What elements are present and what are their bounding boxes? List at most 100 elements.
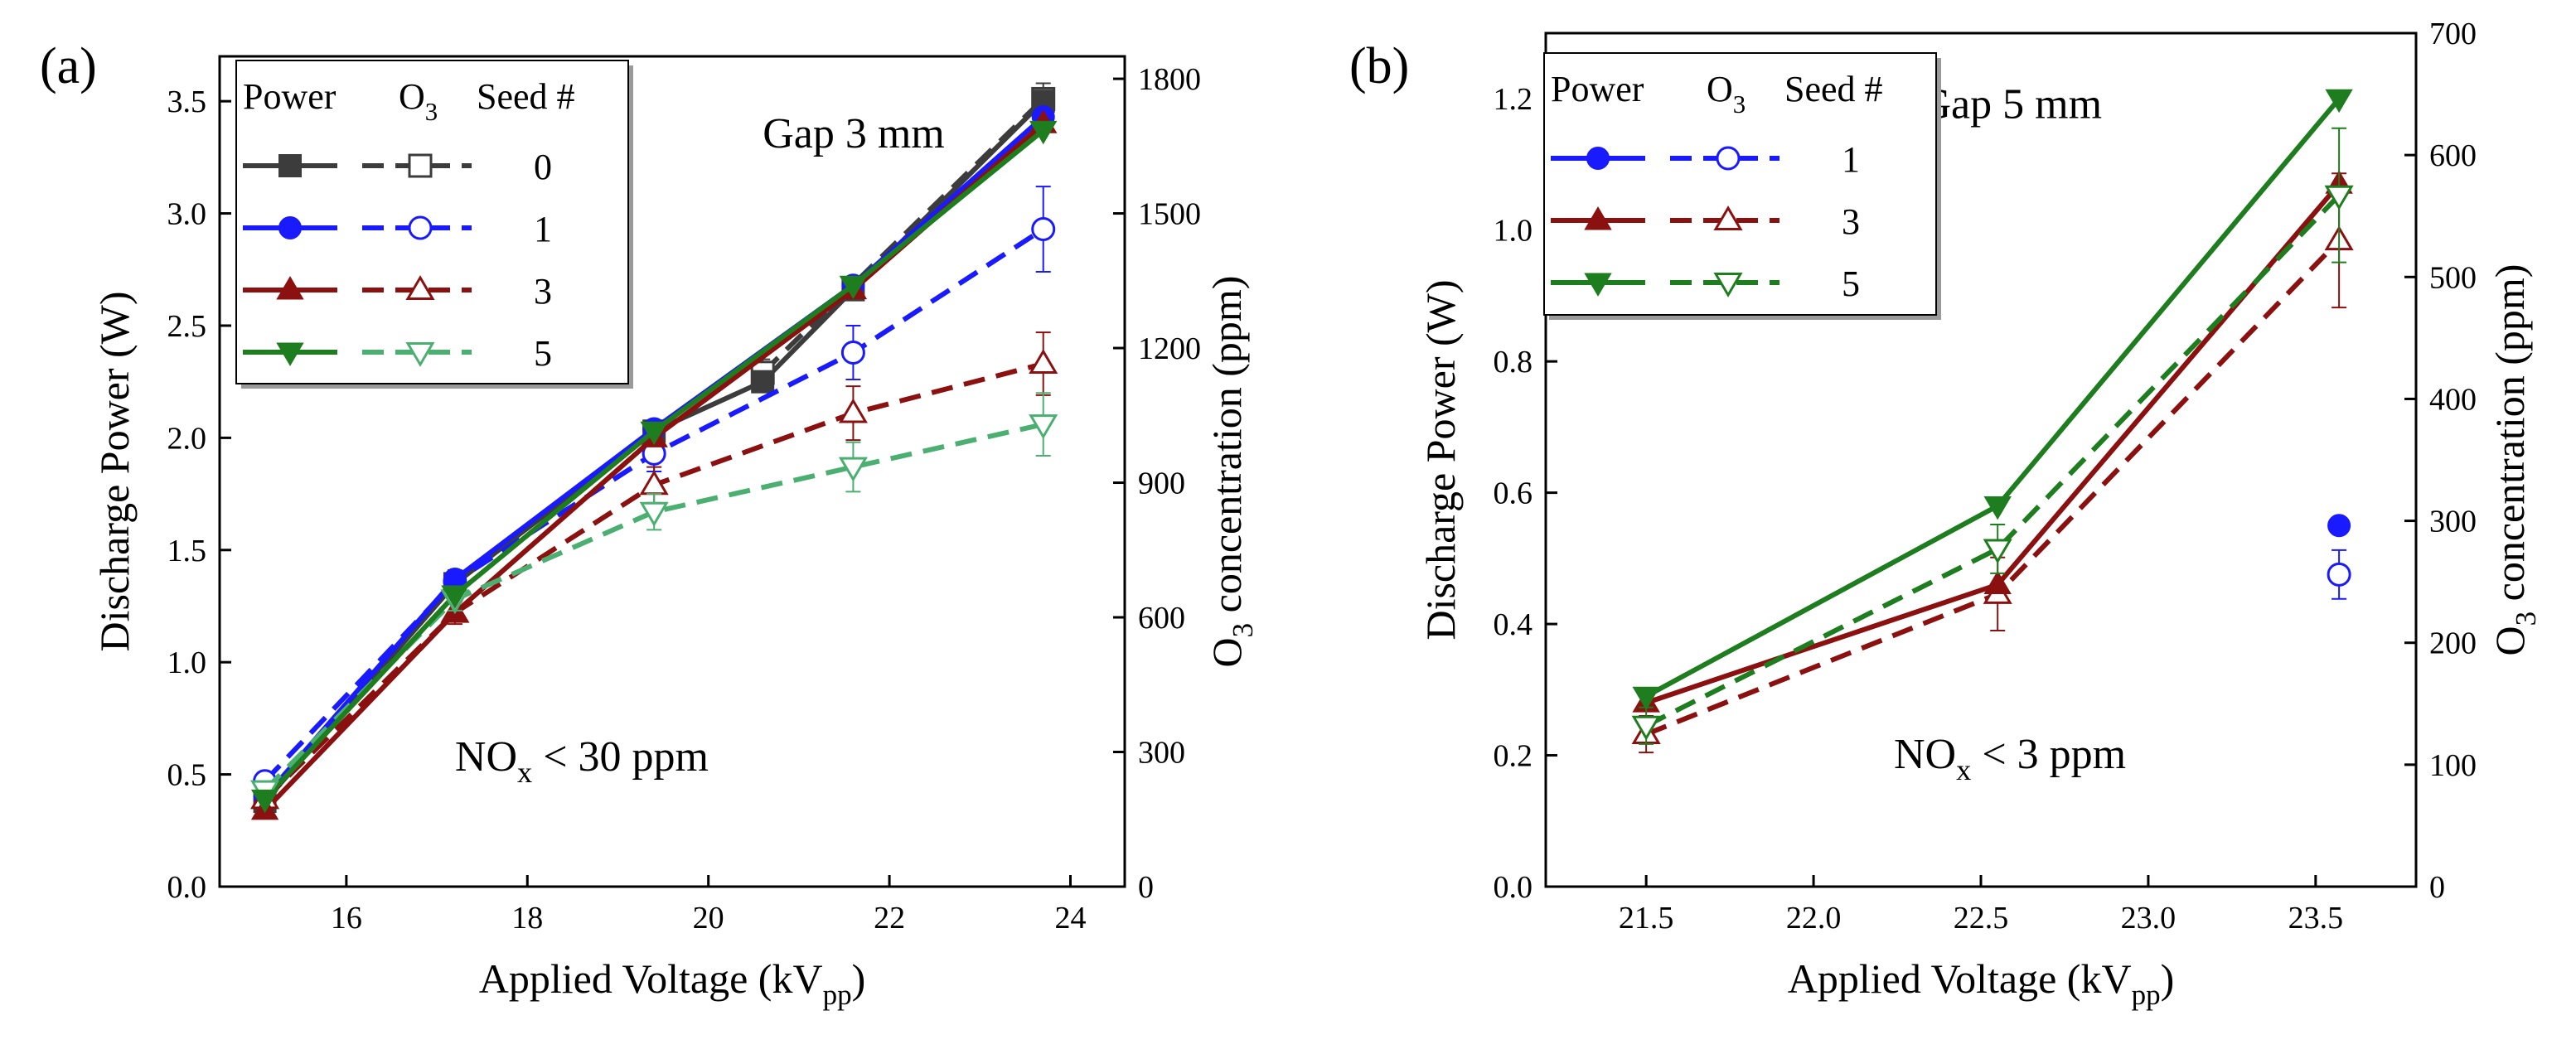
- x-axis-label: Applied Voltage (kVpp): [479, 955, 865, 1011]
- o3-point: [1029, 349, 1058, 374]
- x-axis-label-sub: pp: [823, 979, 852, 1011]
- y-tick-label: 3.0: [167, 197, 207, 232]
- y2-tick-label: 0: [2429, 870, 2445, 905]
- o3-point: [838, 398, 868, 423]
- legend-row-seed-1: 1: [243, 209, 552, 249]
- o3-point: [1631, 715, 1661, 741]
- y2-tick-label: 900: [1138, 467, 1185, 501]
- x-tick-label: 23.5: [2288, 901, 2344, 936]
- legend-header-o3: O3: [1707, 69, 1746, 118]
- power-point: [1983, 570, 2012, 595]
- y-tick-label: 0.2: [1494, 739, 1533, 774]
- power-point: [640, 421, 668, 446]
- legend-header-o3-base: O: [399, 76, 425, 117]
- x-tick-label: 21.5: [1619, 901, 1674, 936]
- y2-tick-label: 300: [2429, 505, 2477, 539]
- legend-header-power: Power: [1551, 69, 1644, 109]
- y-tick-label: 0.8: [1494, 345, 1533, 380]
- power-point: [2325, 89, 2353, 114]
- legend-box: [235, 60, 629, 384]
- legend-o3-marker: [405, 342, 435, 367]
- y-tick-label: 1.5: [167, 534, 207, 568]
- legend-power-marker: [276, 342, 304, 366]
- legend-power-marker: [278, 154, 302, 177]
- power-point: [751, 370, 775, 394]
- x-tick-label: 22.5: [1954, 901, 2009, 936]
- legend-seed-label: 5: [534, 333, 552, 374]
- y2-axis-label-base: O: [2486, 626, 2533, 655]
- y-tick-label: 0.0: [1494, 870, 1533, 905]
- gap-annotation: Gap 3 mm: [763, 110, 945, 157]
- o3-point: [1029, 414, 1058, 440]
- y-axis-label: Discharge Power (W): [1417, 279, 1464, 640]
- legend-row-seed-1: 1: [1551, 139, 1860, 180]
- legend-power-marker: [1584, 273, 1612, 297]
- y2-tick-label: 600: [2429, 138, 2477, 173]
- nox-annotation-sub: x: [517, 756, 532, 789]
- y-tick-label: 2.5: [167, 309, 207, 344]
- y2-axis-label-base: O: [1203, 637, 1250, 667]
- o3-point: [1983, 539, 2012, 564]
- o3-point: [1031, 217, 1056, 242]
- y2-tick-label: 700: [2429, 17, 2477, 51]
- legend: Power O3 Seed # 1 3 5: [1543, 52, 1941, 320]
- y2-axis-label-rest: concentration (ppm): [1203, 276, 1250, 623]
- legend-o3-marker: [1716, 146, 1741, 171]
- legend-o3-marker: [1713, 273, 1743, 297]
- x-tick-label: 16: [331, 901, 362, 936]
- y2-tick-label: 1500: [1138, 197, 1201, 232]
- y2-axis-label: O3 concentration (ppm): [2486, 264, 2542, 656]
- x-axis-label-close: ): [852, 955, 866, 1002]
- x-tick-label: 22.0: [1786, 901, 1842, 936]
- o3-point: [838, 457, 868, 482]
- series-seed-5: [1631, 89, 2354, 745]
- power-point: [441, 585, 469, 609]
- chart-panel-a: 16 18 20 22 24 0.0 0.5 1.0 1.5 2.0 2.5 3.0 3.5 0 300 60…: [91, 55, 1259, 1011]
- y-tick-label: 3.5: [167, 85, 207, 119]
- legend-header-power: Power: [243, 76, 337, 117]
- legend-seed-label: 1: [1842, 139, 1860, 180]
- y2-tick-label: 1200: [1138, 331, 1201, 366]
- legend-power-marker: [276, 276, 304, 300]
- x-axis-label-base: Applied Voltage (kV: [479, 955, 823, 1002]
- legend-header-o3-sub: 3: [1733, 90, 1746, 118]
- y-tick-label: 1.2: [1494, 82, 1533, 117]
- legend-header-o3: O3: [399, 76, 438, 126]
- legend-o3-marker: [408, 215, 433, 240]
- x-axis-label-base: Applied Voltage (kV: [1788, 955, 2132, 1002]
- y2-axis-label-sub: 3: [1227, 623, 1259, 638]
- series-seed-1: [2327, 514, 2351, 600]
- y2-axis-label-sub: 3: [2510, 612, 2542, 626]
- y-tick-label: 0.4: [1494, 607, 1533, 642]
- nox-annotation-base: NO: [455, 733, 517, 781]
- legend-header-o3-sub: 3: [425, 98, 438, 126]
- nox-annotation-sub: x: [1956, 753, 1971, 786]
- x-tick-label: 22: [874, 901, 905, 936]
- o3-point: [2327, 562, 2351, 587]
- y-axis-label: Discharge Power (W): [91, 291, 138, 651]
- legend-row-seed-0: 0: [243, 147, 552, 187]
- nox-annotation-rest: < 30 ppm: [532, 733, 709, 781]
- legend-row-seed-3: 3: [1551, 201, 1860, 242]
- legend-box: [1543, 52, 1937, 316]
- legend-power-marker: [278, 216, 302, 239]
- power-point: [1983, 496, 2012, 520]
- legend-header-seed: Seed #: [1784, 69, 1883, 109]
- y-tick-label: 1.0: [167, 645, 207, 680]
- y2-tick-label: 200: [2429, 626, 2477, 661]
- y2-tick-label: 300: [1138, 736, 1185, 771]
- o3-point: [840, 340, 865, 365]
- legend-o3-marker: [1713, 205, 1743, 230]
- power-point: [1632, 686, 1660, 711]
- nox-annotation-base: NO: [1894, 731, 1956, 778]
- x-tick-label: 24: [1054, 901, 1086, 936]
- legend-row-seed-3: 3: [243, 271, 552, 312]
- x-axis-label: Applied Voltage (kVpp): [1788, 955, 2174, 1011]
- y2-tick-label: 600: [1138, 601, 1185, 636]
- chart-panel-b: 21.5 22.0 22.5 23.0 23.5 0.0 0.2 0.4 0.6 0.8 1.0 1.…: [1417, 17, 2542, 1011]
- legend-seed-label: 3: [1842, 201, 1860, 242]
- legend-row-seed-5: 5: [1551, 264, 1860, 304]
- legend-power-marker: [1586, 147, 1610, 170]
